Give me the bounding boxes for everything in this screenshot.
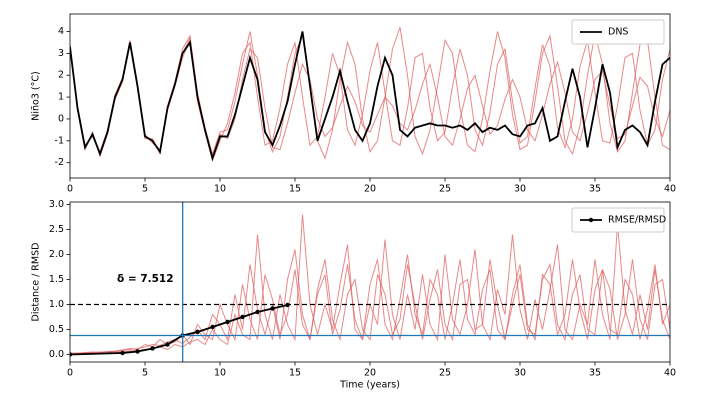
annotation: δ = 7.512 — [117, 273, 174, 285]
series-marker — [240, 314, 245, 320]
series-marker — [225, 319, 230, 325]
x-tick-label: 0 — [67, 184, 73, 195]
series-marker — [270, 306, 275, 311]
legend-marker — [588, 217, 594, 223]
y-tick-label: 4 — [58, 26, 64, 37]
x-tick-label: 5 — [142, 368, 148, 379]
y-tick-label: 0 — [58, 113, 64, 124]
x-tick-label: 15 — [289, 184, 301, 195]
x-tick-label: 25 — [439, 184, 451, 195]
y-tick-label: 2 — [58, 70, 64, 81]
y-tick-label: 3.0 — [49, 199, 64, 210]
series-marker — [255, 309, 260, 315]
x-tick-label: 0 — [67, 368, 73, 379]
y-tick-label: 3 — [58, 48, 64, 59]
y-tick-label: 0.5 — [49, 324, 64, 335]
legend-box — [571, 19, 665, 45]
x-axis-label: Time (years) — [339, 380, 400, 391]
x-tick-label: 5 — [142, 184, 148, 195]
plot — [70, 26, 670, 163]
y-tick-label: -2 — [55, 157, 64, 168]
y-tick-label: 2.5 — [49, 224, 64, 235]
x-tick-label: 10 — [214, 368, 226, 379]
y-tick-label: -1 — [55, 135, 64, 146]
y-axis-label: Niño3 (°C) — [31, 71, 42, 120]
legend-box — [571, 207, 665, 233]
series-line — [70, 31, 670, 162]
series-marker — [195, 329, 200, 335]
x-tick-label: 40 — [664, 184, 676, 195]
series-line — [70, 249, 670, 354]
y-tick-label: 1.0 — [49, 299, 64, 310]
x-tick-label: 20 — [364, 184, 376, 195]
y-tick-label: 2.0 — [49, 249, 64, 260]
x-tick-label: 35 — [589, 184, 601, 195]
series-marker — [150, 346, 155, 351]
x-tick-label: 20 — [364, 368, 376, 379]
x-tick-label: 25 — [439, 368, 451, 379]
series-marker — [120, 350, 125, 356]
x-tick-label: 15 — [289, 368, 301, 379]
axes-frame — [69, 201, 671, 363]
axes-frame — [69, 13, 671, 179]
x-tick-label: 40 — [664, 368, 676, 379]
y-tick-label: 1 — [58, 92, 64, 103]
series-marker — [135, 349, 140, 354]
y-tick-label: 1.5 — [49, 274, 64, 285]
y-tick-label: 0.0 — [49, 349, 64, 360]
legend-label: RMSE/RMSD — [608, 215, 666, 226]
series-marker — [165, 342, 170, 347]
x-tick-label: 30 — [514, 368, 526, 379]
plot — [70, 202, 670, 362]
x-tick-label: 35 — [589, 368, 601, 379]
x-tick-label: 10 — [214, 184, 226, 195]
y-axis-label: Distance / RMSD — [31, 243, 42, 322]
x-tick-label: 30 — [514, 184, 526, 195]
series-marker — [70, 352, 73, 357]
legend-label: DNS — [608, 27, 628, 38]
series-marker — [210, 324, 215, 330]
